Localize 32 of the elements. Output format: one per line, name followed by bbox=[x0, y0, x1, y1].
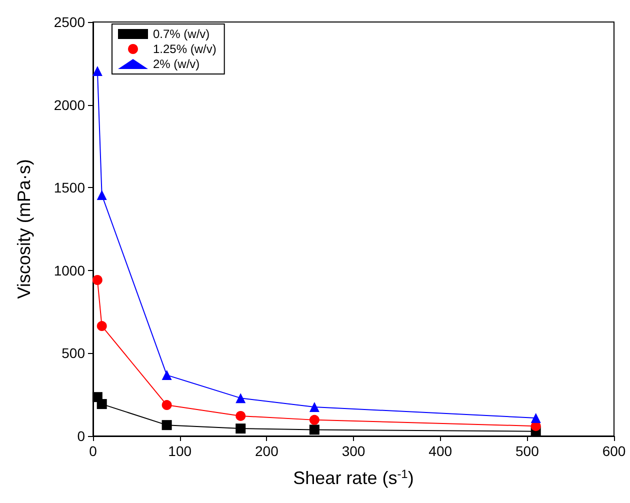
y-tick-label: 2500 bbox=[54, 14, 86, 30]
point bbox=[162, 400, 172, 410]
legend-label: 1.25% (w/v) bbox=[153, 42, 216, 56]
y-tick-label: 0 bbox=[77, 428, 86, 444]
x-tick-label: 100 bbox=[168, 443, 192, 459]
y-tick-label: 2000 bbox=[54, 96, 86, 113]
point bbox=[96, 190, 107, 200]
point bbox=[92, 275, 102, 285]
point bbox=[309, 414, 320, 425]
y-tick-label: 1500 bbox=[54, 180, 86, 196]
point bbox=[309, 402, 320, 412]
x-tick-label: 600 bbox=[602, 443, 626, 459]
x-tick-label: 0 bbox=[89, 443, 98, 459]
x-tick-label: 400 bbox=[428, 443, 452, 459]
point bbox=[236, 393, 246, 404]
point bbox=[236, 410, 246, 421]
y-axis-title: Viscosity (mPa·s) bbox=[14, 159, 34, 299]
point bbox=[162, 420, 172, 430]
point bbox=[530, 412, 541, 423]
point bbox=[96, 321, 107, 332]
legend-label: 0.7% (w/v) bbox=[153, 27, 210, 41]
point bbox=[92, 66, 102, 76]
x-tick-label: 300 bbox=[342, 443, 366, 459]
x-tick-label: 200 bbox=[254, 443, 279, 459]
point bbox=[96, 399, 107, 410]
x-tick-label: 500 bbox=[515, 443, 540, 459]
point bbox=[309, 424, 320, 435]
y-tick-label: 500 bbox=[62, 345, 86, 362]
legend-label: 2% (w/v) bbox=[153, 57, 200, 71]
point bbox=[162, 370, 172, 380]
point bbox=[236, 424, 246, 434]
y-tick-label: 1000 bbox=[54, 262, 86, 278]
